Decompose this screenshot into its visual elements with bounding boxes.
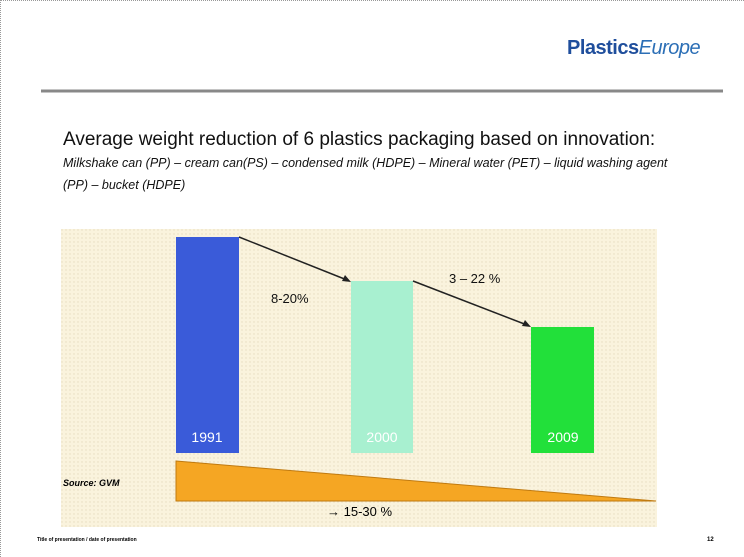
bar-2000 — [351, 281, 413, 453]
step-label: 3 – 22 % — [449, 271, 501, 286]
bar-label: 1991 — [191, 429, 223, 445]
arrow-head — [342, 275, 351, 282]
source: Source: GVM — [63, 478, 120, 488]
overall-label: → 15-30 % — [327, 504, 393, 519]
title-main: Average weight reduction of 6 plastics p… — [63, 129, 656, 150]
bar-2009 — [531, 327, 594, 453]
step-label: 8-20% — [271, 291, 309, 306]
logo-text: Plastics — [567, 37, 639, 59]
arrow — [238, 236, 348, 281]
bar-label: 2000 — [366, 429, 398, 445]
title-detail: Milkshake can (PP) – cream can(PS) – con… — [63, 156, 668, 192]
page-number: 12 — [707, 537, 714, 543]
title: Average weight reduction of 6 plastics p… — [63, 129, 673, 195]
logo-text: Europe — [638, 37, 701, 59]
bar-label: 2009 — [547, 429, 579, 445]
bar-1991 — [176, 237, 239, 453]
reduction-wedge — [175, 460, 657, 502]
footer-text: Title of presentation / date of presenta… — [37, 537, 137, 543]
arrow-head — [522, 320, 531, 327]
arrow — [412, 280, 528, 326]
logo: PlasticsEurope — [567, 37, 701, 60]
